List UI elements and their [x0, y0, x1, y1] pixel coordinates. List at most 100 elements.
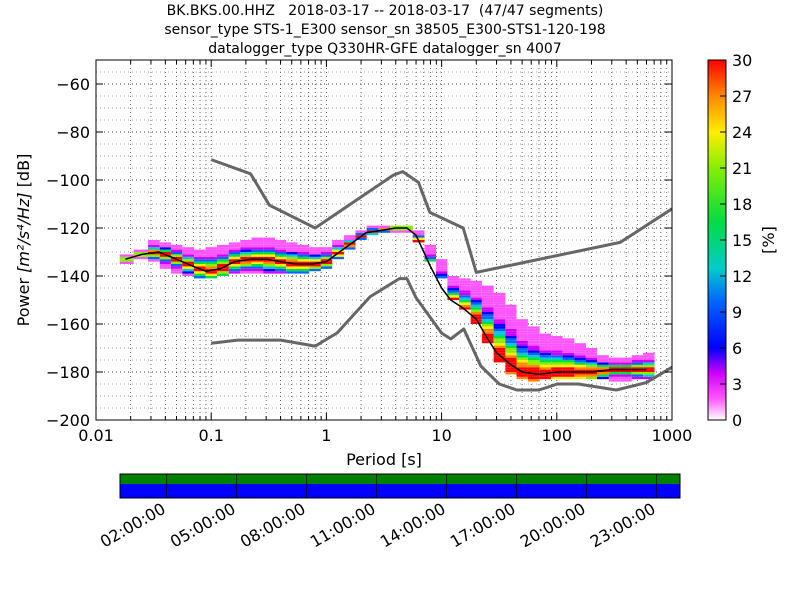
- density-cell: [240, 247, 252, 250]
- density-cell: [240, 261, 252, 264]
- density-cell: [470, 292, 482, 296]
- density-cell: [493, 302, 506, 305]
- density-cell: [493, 312, 506, 315]
- density-cell: [539, 336, 552, 339]
- density-cell: [286, 249, 298, 252]
- colorbar-tick-label: 15: [732, 231, 752, 250]
- density-cell: [216, 268, 229, 272]
- density-cell: [585, 362, 598, 365]
- density-cell: [366, 225, 379, 228]
- density-cell: [470, 288, 482, 291]
- density-cell: [216, 252, 229, 255]
- density-cell: [240, 244, 252, 248]
- density-cell: [263, 242, 275, 245]
- density-cell: [493, 295, 506, 298]
- density-cell: [539, 355, 552, 358]
- density-cell: [539, 369, 552, 372]
- density-cell: [297, 256, 310, 260]
- colorbar-ticks: 0 3 6 9 12 15 18 21 24 27 30: [720, 51, 752, 430]
- density-cell: [470, 280, 482, 284]
- density-cell: [148, 247, 160, 250]
- density-cell: [309, 256, 321, 260]
- colorbar-tick-label: 30: [732, 51, 752, 70]
- y-tick-label: −60: [56, 75, 90, 94]
- density-cell: [608, 367, 621, 370]
- density-cell: [516, 336, 528, 339]
- density-cell: [309, 266, 321, 269]
- data-bar: [120, 484, 680, 498]
- density-cell: [620, 376, 632, 380]
- density-cell: [562, 343, 575, 346]
- density-cell: [643, 355, 655, 358]
- density-cell: [332, 242, 344, 245]
- density-cell: [539, 352, 552, 356]
- density-cell: [274, 252, 287, 255]
- density-cell: [493, 350, 506, 353]
- density-cell: [447, 295, 460, 298]
- density-cell: [182, 252, 195, 255]
- density-cell: [251, 271, 264, 274]
- density-cell: [643, 376, 655, 380]
- density-cell: [608, 360, 621, 363]
- density-cell: [481, 331, 494, 334]
- density-cell: [505, 348, 517, 351]
- density-cell: [481, 297, 494, 300]
- density-cell: [297, 247, 310, 250]
- density-cell: [585, 355, 598, 358]
- density-cell: [585, 352, 598, 356]
- density-cell: [286, 244, 298, 248]
- density-cell: [527, 357, 540, 360]
- density-cell: [297, 244, 310, 248]
- density-cell: [355, 237, 367, 240]
- density-cell: [332, 256, 344, 260]
- density-cell: [631, 357, 644, 360]
- density-cell: [597, 355, 609, 358]
- colorbar-tick-label: 18: [732, 195, 752, 214]
- density-cell: [631, 372, 644, 375]
- colorbar-tick-label: 3: [732, 375, 742, 394]
- density-cell: [436, 268, 448, 272]
- density-cell: [424, 249, 437, 252]
- density-cell: [436, 276, 448, 279]
- density-cell: [505, 338, 517, 341]
- density-cell: [194, 259, 206, 262]
- density-cell: [505, 321, 517, 324]
- density-cell: [539, 364, 552, 368]
- density-cell: [620, 362, 632, 365]
- density-cell: [539, 376, 552, 380]
- density-cell: [493, 316, 506, 320]
- y-axis-label-units: [m²/s⁴/Hz]: [14, 192, 33, 272]
- y-tick-label: −120: [46, 219, 90, 238]
- density-cell: [263, 252, 275, 255]
- density-cell: [631, 355, 644, 358]
- density-cell: [159, 244, 171, 248]
- density-cell: [424, 259, 437, 262]
- density-cell: [493, 307, 506, 310]
- density-cell: [228, 254, 241, 257]
- density-cell: [470, 307, 482, 310]
- density-cell: [320, 252, 333, 255]
- density-cell: [516, 348, 528, 351]
- density-cell: [170, 256, 183, 260]
- colorbar-tick-label: 6: [732, 339, 742, 358]
- density-cell: [551, 343, 563, 346]
- density-cell: [182, 268, 195, 272]
- density-cell: [263, 237, 275, 240]
- density-cell: [170, 264, 183, 267]
- density-cell: [182, 273, 195, 276]
- density-cell: [424, 244, 437, 248]
- density-cell: [251, 259, 264, 262]
- density-cell: [240, 264, 252, 267]
- y-tick-label: −140: [46, 267, 90, 286]
- density-cell: [343, 237, 356, 240]
- density-cell: [505, 326, 517, 329]
- density-cell: [378, 225, 391, 228]
- density-cell: [447, 297, 460, 300]
- colorbar-tick-label: 9: [732, 303, 742, 322]
- density-cell: [332, 240, 344, 243]
- plot-frame: [95, 59, 673, 421]
- nlnm-curve: [211, 277, 672, 392]
- density-cell: [263, 247, 275, 250]
- density-cell: [620, 357, 632, 360]
- density-cell: [286, 247, 298, 250]
